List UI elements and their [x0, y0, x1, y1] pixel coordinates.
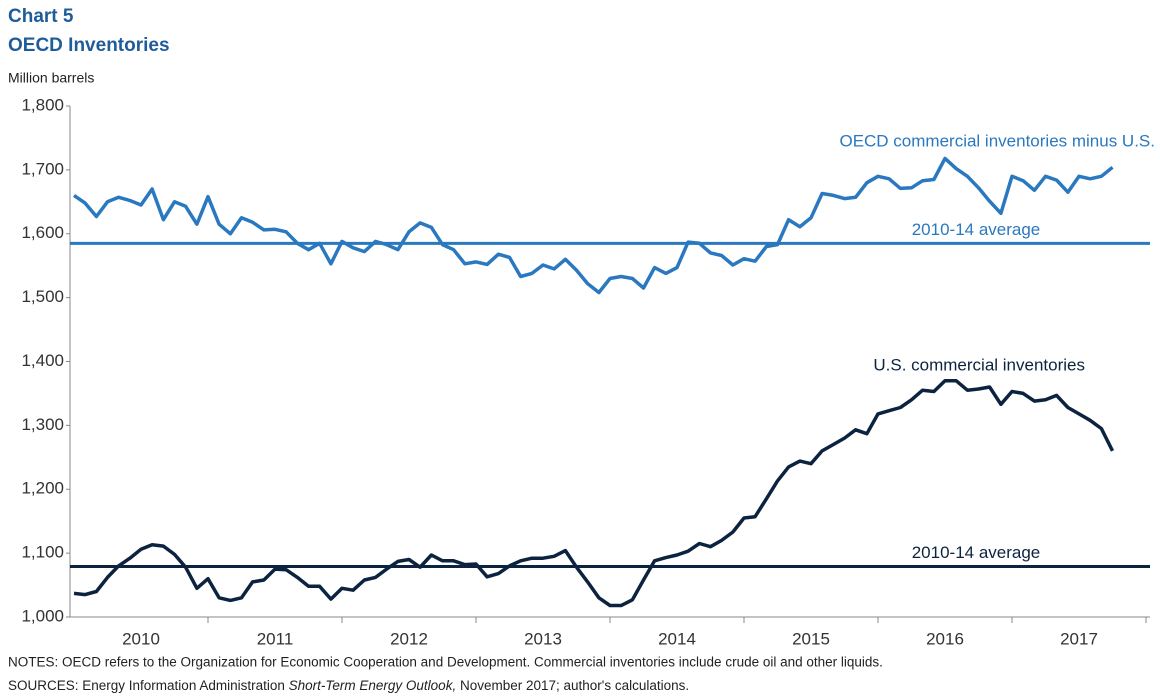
y-tick-label: 1,000	[21, 606, 64, 625]
sources: SOURCES: Energy Information Administrati…	[8, 678, 689, 693]
y-tick-label: 1,500	[21, 287, 64, 306]
x-tick-label: 2010	[122, 629, 160, 648]
x-tick-label: 2014	[658, 629, 696, 648]
y-tick-label: 1,700	[21, 159, 64, 178]
x-tick-label: 2012	[390, 629, 428, 648]
average-label: 2010-14 average	[912, 220, 1041, 239]
series-line	[73, 156, 1114, 295]
sources-part: Short-Term Energy Outlook,	[289, 678, 457, 693]
y-axis-label: Million barrels	[8, 70, 94, 86]
y-tick-label: 1,300	[21, 415, 64, 434]
y-tick-label: 1,600	[21, 223, 64, 242]
x-tick-label: 2013	[524, 629, 562, 648]
x-tick-label: 2015	[792, 629, 830, 648]
average-label: 2010-14 average	[912, 543, 1041, 562]
x-tick-label: 2017	[1060, 629, 1098, 648]
x-tick-label: 2016	[926, 629, 964, 648]
series-label: U.S. commercial inventories	[873, 355, 1085, 374]
y-tick-label: 1,200	[21, 479, 64, 498]
sources-part: SOURCES: Energy Information Administrati…	[8, 678, 289, 693]
chart-subtitle: OECD Inventories	[8, 35, 170, 56]
sources-part: November 2017; author's calculations.	[456, 678, 689, 693]
series-label: OECD commercial inventories minus U.S.	[839, 131, 1155, 150]
series-line	[73, 378, 1115, 608]
y-tick-label: 1,800	[21, 95, 64, 114]
chart-title: Chart 5	[8, 6, 74, 27]
y-tick-label: 1,400	[21, 351, 64, 370]
x-tick-label: 2011	[257, 629, 294, 648]
y-tick-label: 1,100	[21, 543, 64, 562]
notes: NOTES: OECD refers to the Organization f…	[8, 655, 883, 670]
